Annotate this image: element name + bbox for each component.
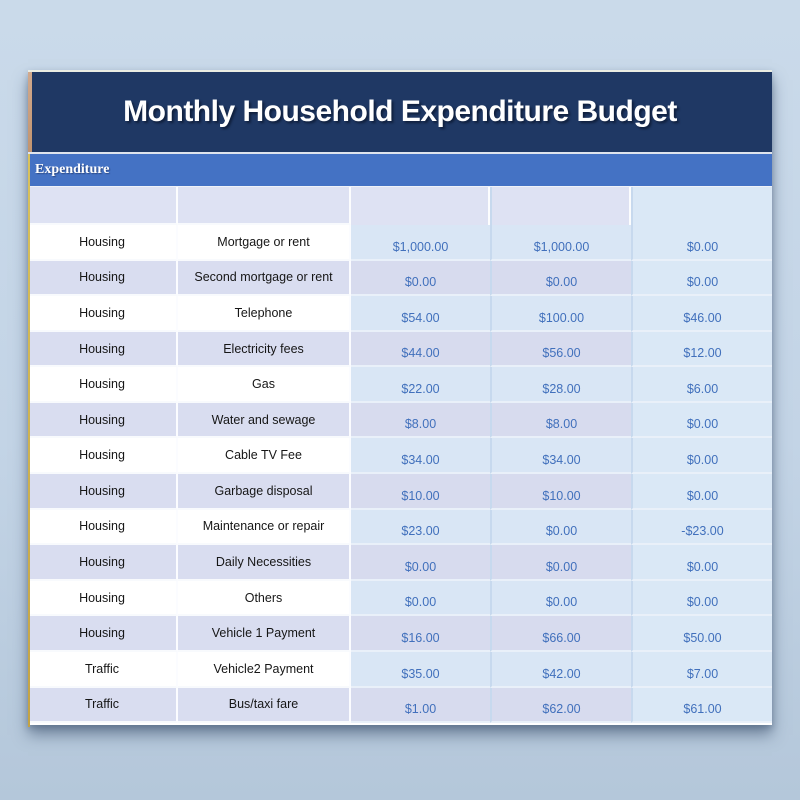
table-row: Housing Gas $22.00 $28.00 $6.00	[28, 367, 772, 403]
category-cell[interactable]: Housing	[28, 367, 178, 403]
table-row: Housing Maintenance or repair $23.00 $0.00-…	[28, 509, 772, 546]
item-cell[interactable]: Garbage disposal	[178, 474, 351, 510]
page-title: Monthly Household Expenditure Budget	[123, 95, 677, 128]
amount-cell-2[interactable]: $8.00	[490, 402, 631, 439]
amount-cell-1[interactable]: $16.00	[351, 616, 490, 652]
header-cell-category[interactable]	[28, 187, 178, 225]
header-cell-amount-3[interactable]	[631, 187, 772, 225]
item-cell[interactable]: Vehicle2 Payment	[178, 651, 351, 688]
category-cell[interactable]: Housing	[28, 545, 178, 581]
table-row: Housing Daily Necessities $0.00 $0.00 $0.00	[28, 545, 772, 581]
category-cell[interactable]: Housing	[28, 509, 178, 546]
category-cell[interactable]: Traffic	[28, 687, 178, 724]
amount-cell-3[interactable]: $0.00	[631, 438, 772, 475]
category-cell[interactable]: Housing	[28, 616, 178, 652]
amount-cell-2[interactable]: $56.00	[490, 331, 631, 368]
table-row: Housing Garbage disposal $10.00 $10.00 $0.00	[28, 474, 772, 510]
table-row: Housing Mortgage or rent $1,000.00 $1,000.0…	[28, 225, 772, 261]
table-row: Housing Cable TV Fee $34.00 $34.00 $0.00	[28, 438, 772, 475]
amount-cell-3[interactable]: $7.00	[631, 651, 772, 688]
amount-cell-1[interactable]: $34.00	[351, 438, 490, 475]
item-cell[interactable]: Gas	[178, 367, 351, 403]
category-cell[interactable]: Housing	[28, 402, 178, 439]
item-cell[interactable]: Water and sewage	[178, 402, 351, 439]
amount-cell-3[interactable]: $0.00	[631, 580, 772, 617]
amount-cell-3[interactable]: $0.00	[631, 260, 772, 297]
category-cell[interactable]: Housing	[28, 225, 178, 261]
table-row: Housing Water and sewage $8.00 $8.00 $0.00	[28, 402, 772, 439]
amount-cell-3[interactable]: $46.00	[631, 296, 772, 332]
item-cell[interactable]: Telephone	[178, 296, 351, 332]
amount-cell-3[interactable]: $0.00	[631, 225, 772, 261]
left-gold-edge-decoration	[28, 154, 30, 727]
amount-cell-2[interactable]: $0.00	[490, 580, 631, 617]
item-cell[interactable]: Mortgage or rent	[178, 225, 351, 261]
amount-cell-3[interactable]: $0.00	[631, 474, 772, 510]
amount-cell-3[interactable]: $0.00	[631, 545, 772, 581]
amount-cell-3[interactable]: -$23.00	[631, 509, 772, 546]
amount-cell-3[interactable]: $50.00	[631, 616, 772, 652]
amount-cell-2[interactable]: $10.00	[490, 474, 631, 510]
table-body: Housing Mortgage or rent $1,000.00 $1,000.0…	[28, 225, 772, 724]
amount-cell-2[interactable]: $62.00	[490, 687, 631, 724]
title-band: Monthly Household Expenditure Budget	[28, 72, 772, 152]
table-row: Housing Second mortgage or rent $0.00 $0.00…	[28, 260, 772, 297]
item-cell[interactable]: Bus/taxi fare	[178, 687, 351, 724]
amount-cell-2[interactable]: $34.00	[490, 438, 631, 475]
item-cell[interactable]: Electricity fees	[178, 331, 351, 368]
section-band: Expenditure	[28, 154, 772, 187]
item-cell[interactable]: Second mortgage or rent	[178, 260, 351, 297]
amount-cell-2[interactable]: $100.00	[490, 296, 631, 332]
category-cell[interactable]: Housing	[28, 438, 178, 475]
amount-cell-3[interactable]: $12.00	[631, 331, 772, 368]
amount-cell-2[interactable]: $0.00	[490, 545, 631, 581]
header-cell-amount-1[interactable]	[351, 187, 490, 225]
amount-cell-1[interactable]: $44.00	[351, 331, 490, 368]
amount-cell-2[interactable]: $28.00	[490, 367, 631, 403]
amount-cell-2[interactable]: $42.00	[490, 651, 631, 688]
amount-cell-1[interactable]: $0.00	[351, 260, 490, 297]
amount-cell-1[interactable]: $35.00	[351, 651, 490, 688]
table-row: Housing Telephone $54.00 $100.00 $46.00	[28, 296, 772, 332]
table-row: Housing Vehicle 1 Payment $16.00 $66.00 $50.…	[28, 616, 772, 652]
amount-cell-1[interactable]: $0.00	[351, 580, 490, 617]
item-cell[interactable]: Daily Necessities	[178, 545, 351, 581]
table-row: Housing Others $0.00 $0.00 $0.00	[28, 580, 772, 617]
table-row: Traffic Bus/taxi fare $1.00 $62.00 $61.00	[28, 687, 772, 724]
band-divider	[28, 152, 772, 154]
item-cell[interactable]: Cable TV Fee	[178, 438, 351, 475]
header-cell-amount-2[interactable]	[490, 187, 631, 225]
amount-cell-1[interactable]: $10.00	[351, 474, 490, 510]
amount-cell-3[interactable]: $0.00	[631, 402, 772, 439]
amount-cell-3[interactable]: $6.00	[631, 367, 772, 403]
amount-cell-1[interactable]: $8.00	[351, 402, 490, 439]
category-cell[interactable]: Housing	[28, 580, 178, 617]
amount-cell-1[interactable]: $1.00	[351, 687, 490, 724]
left-tan-edge-decoration	[28, 72, 32, 152]
amount-cell-2[interactable]: $0.00	[490, 509, 631, 546]
amount-cell-1[interactable]: $22.00	[351, 367, 490, 403]
budget-sheet: Monthly Household Expenditure Budget Exp…	[28, 70, 772, 727]
amount-cell-2[interactable]: $1,000.00	[490, 225, 631, 261]
category-cell[interactable]: Housing	[28, 296, 178, 332]
amount-cell-1[interactable]: $23.00	[351, 509, 490, 546]
amount-cell-1[interactable]: $54.00	[351, 296, 490, 332]
table-row: Housing Electricity fees $44.00 $56.00 $12.0…	[28, 331, 772, 368]
amount-cell-1[interactable]: $0.00	[351, 545, 490, 581]
header-cell-item[interactable]	[178, 187, 351, 225]
table-row: Traffic Vehicle2 Payment $35.00 $42.00 $7.00	[28, 651, 772, 688]
item-cell[interactable]: Vehicle 1 Payment	[178, 616, 351, 652]
category-cell[interactable]: Traffic	[28, 651, 178, 688]
amount-cell-3[interactable]: $61.00	[631, 687, 772, 724]
category-cell[interactable]: Housing	[28, 331, 178, 368]
section-label: Expenditure	[35, 162, 110, 177]
column-header-row	[28, 187, 772, 225]
amount-cell-2[interactable]: $0.00	[490, 260, 631, 297]
amount-cell-1[interactable]: $1,000.00	[351, 225, 490, 261]
item-cell[interactable]: Others	[178, 580, 351, 617]
item-cell[interactable]: Maintenance or repair	[178, 509, 351, 546]
category-cell[interactable]: Housing	[28, 474, 178, 510]
category-cell[interactable]: Housing	[28, 260, 178, 297]
amount-cell-2[interactable]: $66.00	[490, 616, 631, 652]
